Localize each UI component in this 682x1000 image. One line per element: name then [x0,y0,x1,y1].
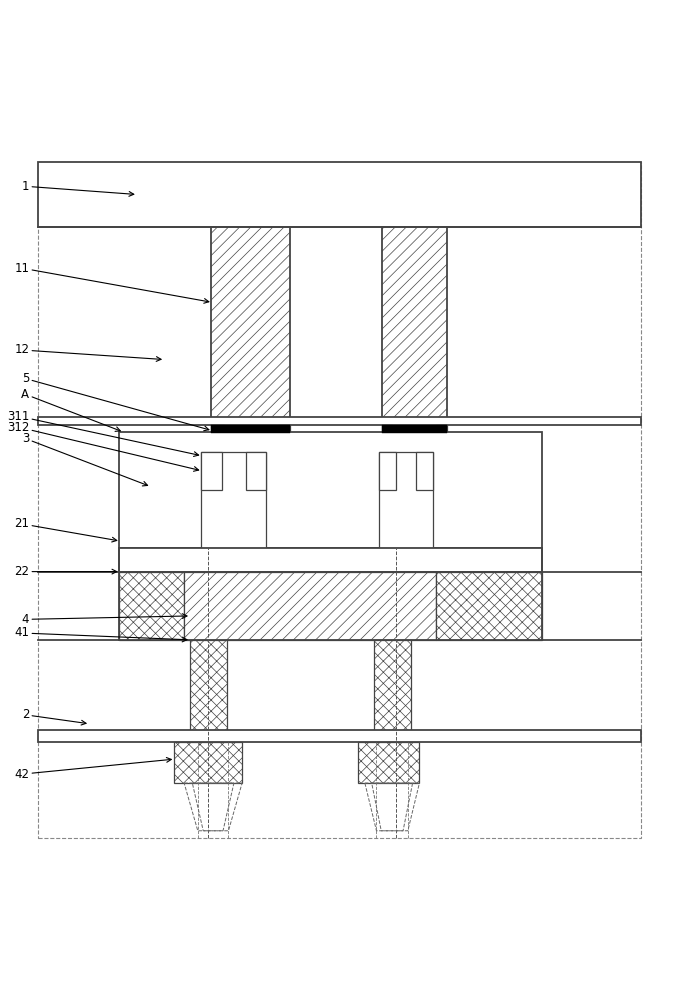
Text: 311: 311 [7,410,198,456]
Text: 2: 2 [22,708,86,725]
Text: 21: 21 [14,517,117,542]
Bar [278,425,290,437]
Text: 42: 42 [14,758,171,781]
Text: 5: 5 [22,372,209,431]
Bar [358,742,419,783]
Bar [379,452,396,490]
Bar [211,227,290,418]
Text: 4: 4 [22,613,187,626]
Bar [38,730,641,742]
Bar [246,452,266,490]
Bar [119,548,542,572]
Bar [190,640,227,732]
Bar [38,162,641,227]
Bar [211,425,290,433]
Bar [416,452,433,490]
Bar [119,432,542,548]
Bar [119,572,184,640]
Text: A: A [21,388,120,431]
Bar [382,425,447,433]
Bar [436,425,447,437]
Bar [382,425,392,437]
Bar [382,227,447,418]
Bar [38,417,641,425]
Bar [201,452,222,490]
Text: 41: 41 [14,626,187,642]
Text: 22: 22 [14,565,117,578]
Text: 312: 312 [7,421,198,471]
Bar [379,452,433,548]
Bar [201,452,266,548]
Text: 3: 3 [22,432,147,486]
Bar [211,425,224,437]
Bar [374,640,411,732]
Text: 1: 1 [22,180,134,196]
Text: 12: 12 [14,343,161,361]
Bar [436,572,542,640]
Bar [174,742,242,783]
Text: 11: 11 [14,262,209,303]
Bar [184,572,436,640]
